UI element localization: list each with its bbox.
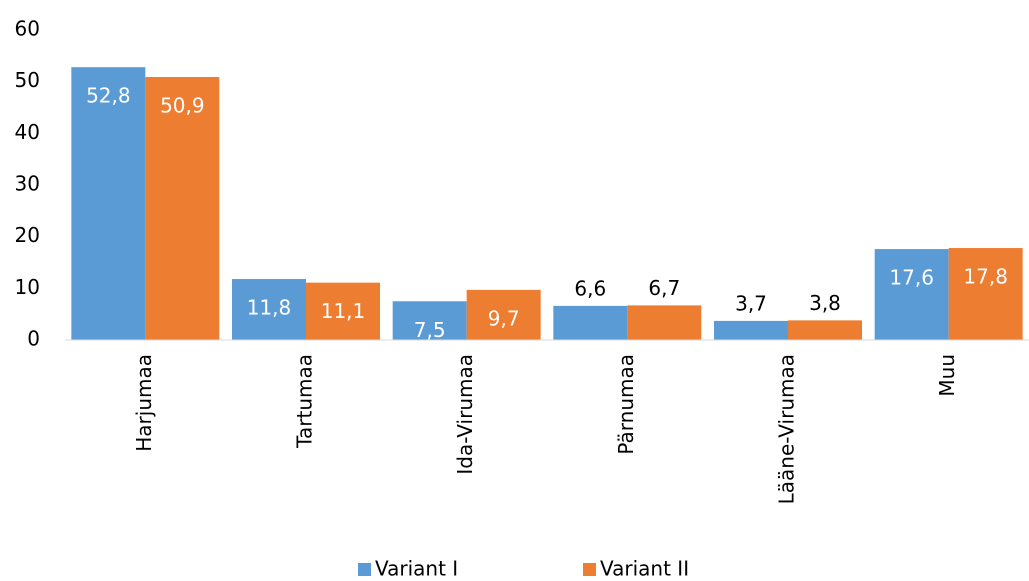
bar — [788, 320, 862, 340]
data-label: 6,6 — [574, 276, 606, 300]
x-tick-label: Harjumaa — [132, 354, 156, 452]
data-label: 7,5 — [414, 318, 446, 342]
data-label: 17,8 — [963, 265, 1008, 289]
bar — [627, 305, 702, 340]
legend-label: Variant I — [375, 557, 458, 581]
legend-swatch — [358, 563, 371, 576]
x-tick-label: Pärnumaa — [614, 354, 638, 455]
y-tick-label: 50 — [15, 68, 40, 92]
data-label: 6,7 — [648, 276, 680, 300]
x-tick-label: Muu — [935, 354, 959, 397]
bar — [71, 67, 146, 340]
bar — [714, 320, 788, 340]
bar — [466, 289, 541, 340]
y-tick-label: 0 — [27, 327, 40, 351]
data-label: 3,8 — [809, 291, 841, 315]
data-label: 11,8 — [247, 296, 292, 320]
y-tick-label: 20 — [15, 223, 40, 247]
y-tick-label: 60 — [15, 17, 40, 41]
data-label: 50,9 — [160, 94, 205, 118]
data-label: 52,8 — [86, 84, 131, 108]
bar — [553, 305, 628, 340]
data-label: 17,6 — [889, 266, 934, 290]
data-label: 11,1 — [321, 299, 366, 323]
y-tick-label: 30 — [15, 172, 40, 196]
x-tick-label: Ida-Virumaa — [453, 354, 477, 475]
y-tick-label: 10 — [15, 275, 40, 299]
x-tick-label: Tartumaa — [293, 354, 317, 449]
legend-swatch — [583, 563, 596, 576]
legend-label: Variant II — [600, 557, 689, 581]
data-label: 9,7 — [488, 306, 520, 330]
bar — [948, 248, 1023, 340]
bar — [232, 279, 306, 340]
y-tick-label: 40 — [15, 120, 40, 144]
x-tick-label: Lääne-Virumaa — [775, 354, 799, 504]
bar — [145, 77, 220, 341]
bar — [392, 301, 467, 340]
bar — [306, 282, 380, 340]
bar — [874, 249, 949, 340]
data-label: 3,7 — [735, 291, 767, 315]
